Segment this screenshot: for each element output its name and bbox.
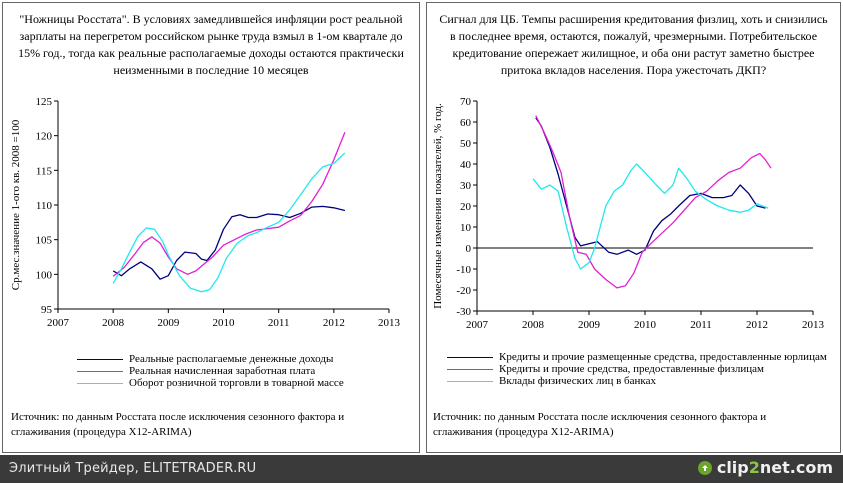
x-tick-label: 2008 bbox=[102, 317, 125, 329]
x-tick-label: 2009 bbox=[157, 317, 180, 329]
chart-title: Сигнал для ЦБ. Темпы расширения кредитов… bbox=[439, 12, 828, 77]
x-tick-label: 2011 bbox=[690, 319, 712, 331]
legend-swatch-cyan bbox=[447, 380, 493, 382]
legend-swatch-magenta bbox=[77, 370, 123, 372]
chart-title: "Ножницы Росстата". В условиях замедливш… bbox=[18, 12, 404, 77]
y-tick-label: 105 bbox=[36, 235, 53, 247]
y-tick-label: 10 bbox=[460, 222, 472, 234]
x-tick-label: 2009 bbox=[578, 319, 601, 331]
series-line-3 bbox=[532, 163, 769, 270]
y-tick-label: 70 bbox=[460, 96, 472, 108]
x-tick-label: 2012 bbox=[746, 319, 768, 331]
chart-legend: Реальные располагаемые денежные доходы Р… bbox=[77, 353, 344, 389]
y-tick-label: -30 bbox=[456, 306, 471, 318]
legend-label: Реальные располагаемые денежные доходы bbox=[129, 353, 334, 365]
chart-legend: Кредиты и прочие размещенные средства, п… bbox=[447, 351, 827, 387]
x-tick-label: 2010 bbox=[213, 317, 236, 329]
x-tick-label: 2007 bbox=[47, 317, 70, 329]
legend-swatch-navy bbox=[447, 356, 493, 358]
right-chart-panel: Сигнал для ЦБ. Темпы расширения кредитов… bbox=[426, 2, 841, 453]
legend-swatch-magenta bbox=[447, 368, 493, 370]
left-chart: 95 100 105 110 115 120 125 2007 2008 2009 2010 2011… bbox=[10, 96, 401, 329]
y-axis-label: Ср.мес.значение 1-ого кв. 2008 =100 bbox=[10, 119, 22, 290]
y-tick-label: 95 bbox=[41, 304, 53, 316]
legend-item: Реальная начисленная заработная плата bbox=[77, 365, 344, 377]
legend-item: Оборот розничной торговли в товарной мас… bbox=[77, 377, 344, 389]
y-tick-label: 115 bbox=[36, 165, 53, 177]
x-tick-label: 2007 bbox=[466, 319, 489, 331]
series-line-2 bbox=[112, 131, 346, 277]
source-note: Источник: по данным Росстата после исклю… bbox=[433, 411, 767, 438]
right-chart: -30 -20 -10 0 10 20 30 40 50 60 70 2007 2008 2009 2010… bbox=[432, 96, 825, 331]
legend-label: Оборот розничной торговли в товарной мас… bbox=[129, 377, 344, 389]
site-credit: Элитный Трейдер, ELITETRADER.RU bbox=[9, 461, 257, 476]
x-tick-label: 2012 bbox=[323, 317, 345, 329]
source-note: Источник: по данным Росстата после исклю… bbox=[11, 411, 345, 438]
y-tick-label: 100 bbox=[36, 269, 53, 281]
x-tick-label: 2011 bbox=[268, 317, 290, 329]
y-tick-label: 40 bbox=[460, 159, 472, 171]
y-tick-label: 60 bbox=[460, 117, 472, 129]
series-line-2 bbox=[535, 115, 772, 289]
series-line-1 bbox=[535, 117, 766, 255]
legend-item: Кредиты и прочие размещенные средства, п… bbox=[447, 351, 827, 363]
series-line-3 bbox=[112, 152, 346, 293]
clip2net-text: clip2net.com bbox=[716, 458, 833, 477]
x-tick-label: 2013 bbox=[802, 319, 825, 331]
x-tick-label: 2010 bbox=[634, 319, 657, 331]
y-axis-label: Помесячные изменения показателей, % год. bbox=[432, 103, 444, 309]
y-tick-label: -10 bbox=[456, 264, 471, 276]
clip2net-icon bbox=[697, 460, 712, 475]
left-chart-panel: "Ножницы Росстата". В условиях замедливш… bbox=[2, 2, 420, 453]
clip2net-logo[interactable]: clip2net.com bbox=[697, 458, 833, 477]
legend-item: Кредиты и прочие средства, предоставленн… bbox=[447, 363, 827, 375]
series-line-1 bbox=[112, 205, 346, 280]
y-tick-label: 30 bbox=[460, 180, 472, 192]
footer-bar: Элитный Трейдер, ELITETRADER.RU clip2net… bbox=[0, 455, 843, 483]
legend-label: Вклады физических лиц в банках bbox=[499, 375, 656, 387]
x-tick-label: 2013 bbox=[378, 317, 401, 329]
legend-item: Вклады физических лиц в банках bbox=[447, 375, 827, 387]
y-tick-label: -20 bbox=[456, 285, 471, 297]
y-tick-label: 50 bbox=[460, 138, 472, 150]
legend-label: Кредиты и прочие размещенные средства, п… bbox=[499, 351, 827, 363]
legend-label: Реальная начисленная заработная плата bbox=[129, 365, 316, 377]
legend-swatch-cyan bbox=[77, 382, 123, 384]
legend-swatch-navy bbox=[77, 358, 123, 360]
y-tick-label: 110 bbox=[36, 200, 53, 212]
y-tick-label: 0 bbox=[466, 243, 472, 255]
y-tick-label: 20 bbox=[460, 201, 472, 213]
y-tick-label: 125 bbox=[36, 96, 53, 108]
y-tick-label: 120 bbox=[36, 131, 53, 143]
legend-label: Кредиты и прочие средства, предоставленн… bbox=[499, 363, 765, 375]
legend-item: Реальные располагаемые денежные доходы bbox=[77, 353, 344, 365]
x-tick-label: 2008 bbox=[522, 319, 545, 331]
